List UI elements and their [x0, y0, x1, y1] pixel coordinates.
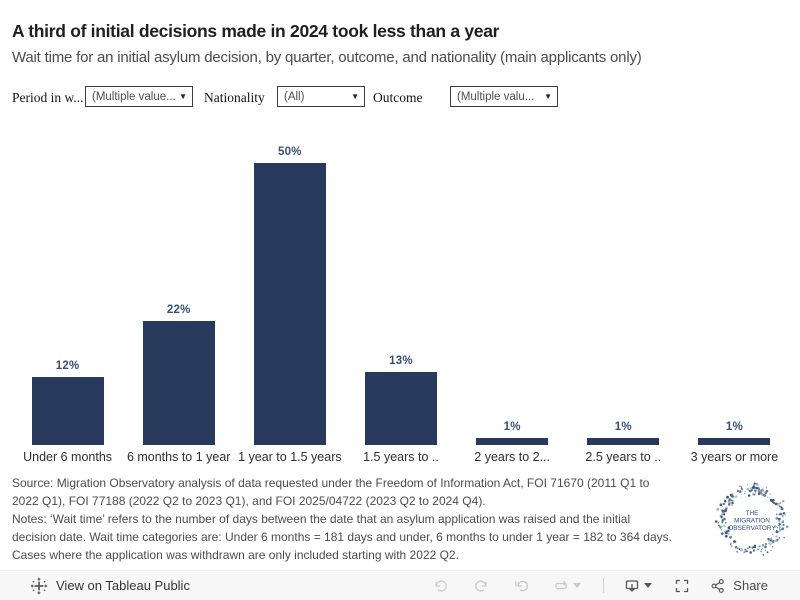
bar-value-label: 13%	[389, 355, 413, 367]
x-axis-label: 3 years or more	[690, 450, 779, 464]
share-label: Share	[733, 578, 768, 593]
view-on-tableau-public-link[interactable]: View on Tableau Public	[30, 571, 190, 600]
bar-value-label: 50%	[278, 146, 302, 158]
bar-column: 1%	[457, 130, 568, 445]
chevron-down-icon: ▼	[544, 92, 552, 101]
nationality-filter-dropdown[interactable]: (All) ▼	[277, 86, 365, 107]
x-axis-label: 1.5 years to ..	[363, 450, 439, 464]
page-subtitle: Wait time for an initial asylum decision…	[12, 49, 642, 66]
x-axis-label: 2.5 years to ..	[585, 450, 662, 464]
notes-line: Notes: ‘Wait time’ refers to the number …	[12, 512, 631, 526]
bar-column: 22%	[123, 130, 234, 445]
bar-column: 12%	[12, 130, 123, 445]
redo-icon[interactable]	[473, 578, 489, 594]
share-icon	[710, 578, 726, 594]
download-icon[interactable]	[624, 578, 640, 594]
revert-icon[interactable]	[513, 578, 529, 594]
bar-value-label: 12%	[55, 360, 80, 372]
outcome-filter-dropdown[interactable]: (Multiple valu... ▼	[450, 86, 558, 107]
period-filter-dropdown[interactable]: (Multiple value... ▼	[85, 86, 193, 107]
bar-chart: 12% 22% 50% 13% 1% 1% 1%	[12, 130, 790, 445]
x-axis-label: Under 6 months	[23, 450, 113, 464]
nationality-filter-value: (All)	[284, 90, 305, 103]
fullscreen-icon[interactable]	[674, 578, 690, 594]
bar-column: 1%	[679, 130, 790, 445]
bar-value-label: 1%	[614, 421, 632, 433]
bar[interactable]	[476, 438, 549, 445]
migration-observatory-logo: THE MIGRATION OBSERVATORY	[712, 480, 792, 560]
source-notes: Source: Migration Observatory analysis o…	[12, 474, 718, 563]
tableau-toolbar: View on Tableau Public	[0, 570, 800, 600]
toolbar-divider	[603, 578, 605, 593]
logo-text: MIGRATION	[734, 518, 770, 525]
bar[interactable]	[587, 438, 660, 445]
notes-line: Cases where the application was withdraw…	[12, 548, 459, 562]
filter-label-period: Period in w...	[12, 90, 84, 105]
logo-text: OBSERVATORY	[728, 525, 776, 532]
share-button[interactable]: Share	[710, 578, 768, 594]
page-title: A third of initial decisions made in 202…	[12, 21, 500, 41]
toolbar-actions: Share	[433, 571, 768, 600]
download-caret-icon[interactable]	[644, 583, 653, 588]
refresh-icon[interactable]	[553, 578, 569, 594]
outcome-filter-value: (Multiple valu...	[457, 90, 535, 103]
chevron-down-icon: ▼	[179, 92, 187, 101]
x-axis-label: 6 months to 1 year	[126, 450, 231, 464]
bar-column: 50%	[234, 130, 345, 445]
source-line: Source: Migration Observatory analysis o…	[12, 476, 650, 490]
bar-column: 13%	[345, 130, 456, 445]
filter-label-nationality: Nationality	[204, 90, 265, 105]
bar-value-label: 1%	[725, 421, 743, 433]
source-line: 2022 Q1), FOI 77188 (2022 Q2 to 2023 Q1)…	[12, 494, 486, 508]
x-axis-label: 1 year to 1.5 years	[238, 450, 342, 464]
notes-line: decision date. Wait time categories are:…	[12, 530, 672, 544]
bar[interactable]	[364, 372, 437, 445]
bar[interactable]	[253, 163, 326, 445]
bar-value-label: 1%	[503, 421, 521, 433]
undo-icon[interactable]	[433, 578, 449, 594]
tableau-logo-icon	[30, 577, 48, 595]
period-filter-value: (Multiple value...	[92, 90, 176, 103]
bar[interactable]	[698, 438, 771, 445]
bar[interactable]	[31, 377, 104, 445]
chevron-down-icon: ▼	[351, 92, 359, 101]
bar-value-label: 22%	[166, 304, 191, 316]
bar[interactable]	[142, 321, 215, 445]
bar-column: 1%	[568, 130, 679, 445]
refresh-caret-icon[interactable]	[573, 583, 582, 588]
x-axis: Under 6 months 6 months to 1 year 1 year t…	[12, 450, 790, 464]
logo-text: THE	[746, 510, 759, 517]
filter-label-outcome: Outcome	[373, 90, 423, 105]
x-axis-label: 2 years to 2...	[474, 450, 550, 464]
view-on-tableau-public-label: View on Tableau Public	[56, 578, 190, 593]
